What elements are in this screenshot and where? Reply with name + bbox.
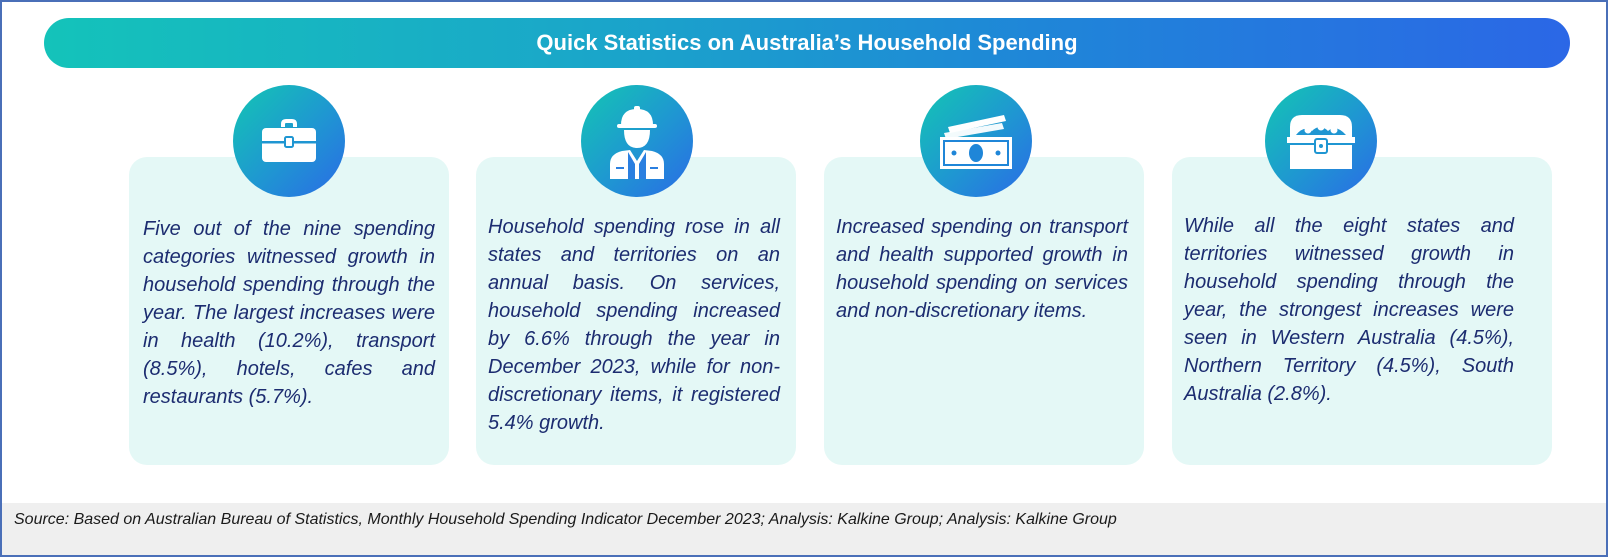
stat-card-text: Five out of the nine spending categories…: [143, 218, 435, 408]
source-note: Source: Based on Australian Bureau of St…: [14, 511, 1117, 528]
stat-card-text: Increased spending on transport and heal…: [836, 216, 1128, 322]
stat-card-1: Five out of the nine spending categories…: [129, 157, 449, 465]
stat-card-3: Increased spending on transport and heal…: [824, 157, 1144, 465]
source-footer: Source: Based on Australian Bureau of St…: [2, 503, 1606, 555]
page-title: Quick Statistics on Australia’s Househol…: [536, 30, 1078, 55]
stat-card-4: While all the eight states and territori…: [1172, 157, 1552, 465]
treasure-chest-icon: [1265, 85, 1377, 197]
banknotes-icon: [920, 85, 1032, 197]
construction-worker-icon: [581, 85, 693, 197]
briefcase-icon: [233, 85, 345, 197]
stat-card-2: Household spending rose in all states an…: [476, 157, 796, 465]
stat-card-text: Household spending rose in all states an…: [488, 216, 780, 434]
stat-card-text: While all the eight states and territori…: [1184, 215, 1514, 405]
title-banner: Quick Statistics on Australia’s Househol…: [44, 18, 1570, 68]
